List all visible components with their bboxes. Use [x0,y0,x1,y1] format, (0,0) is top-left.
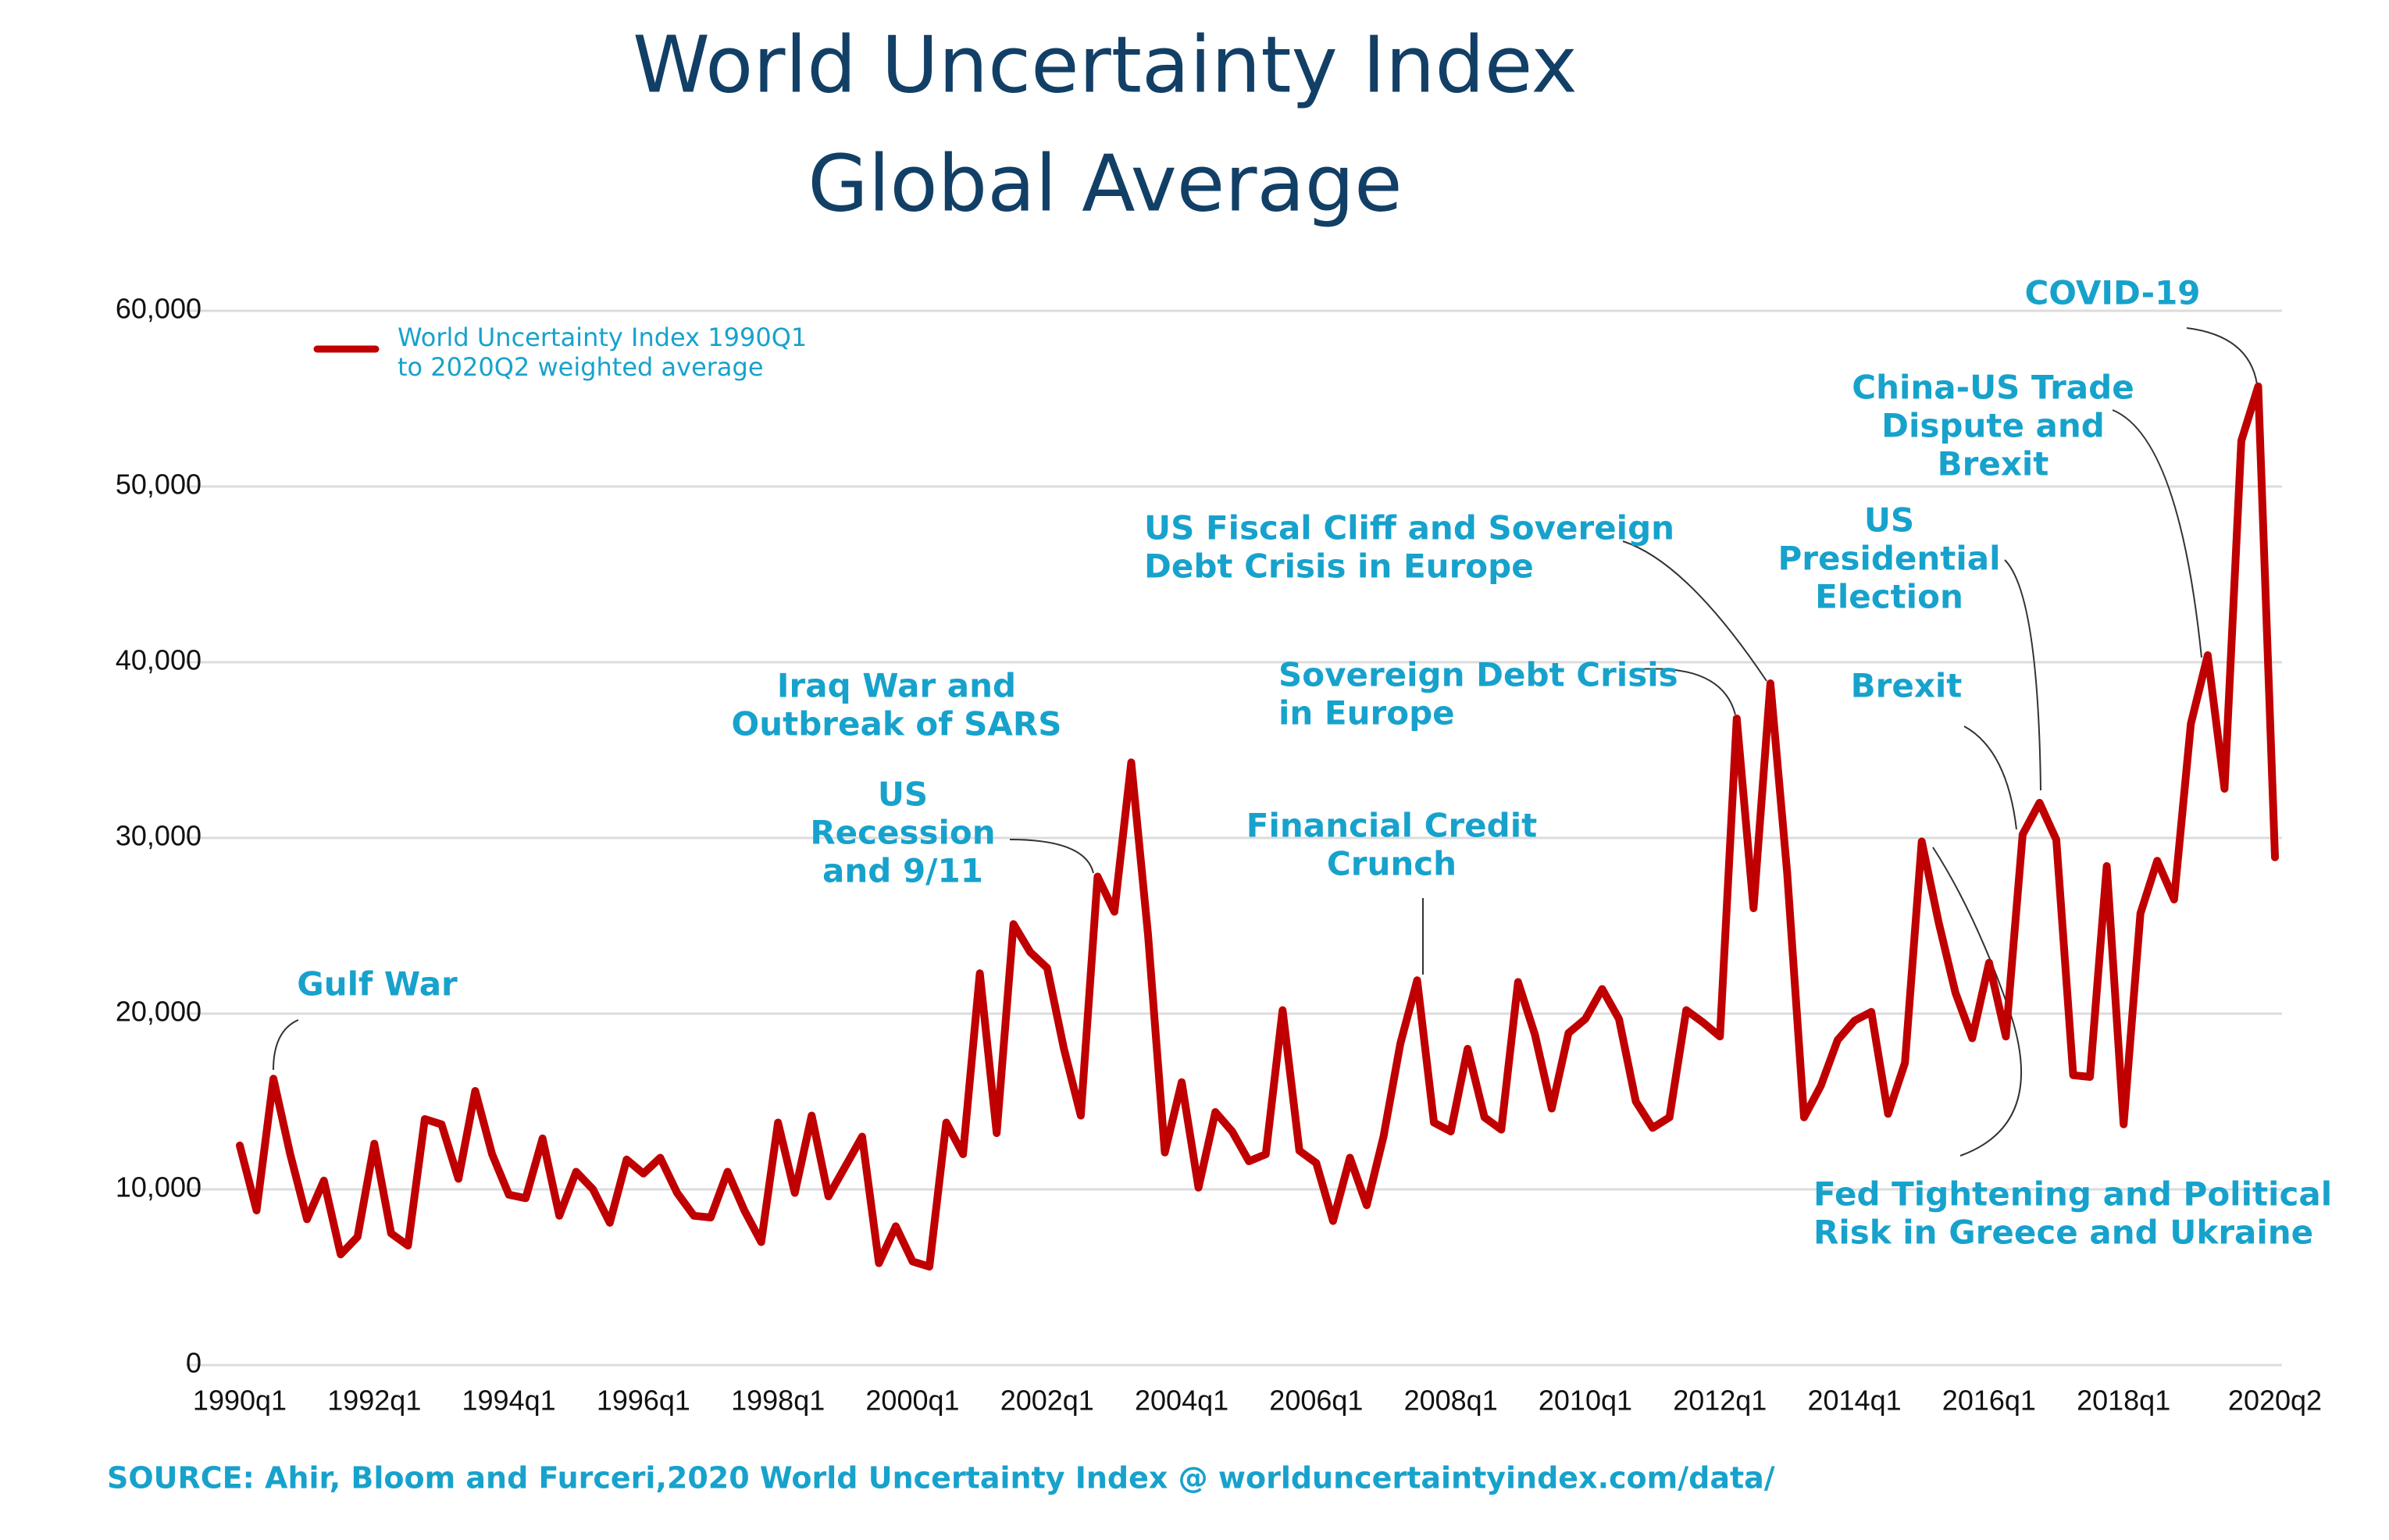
annotation: in Europe [1278,694,1455,733]
data-line [236,382,2279,1271]
annotation: Brexit [1938,445,2049,483]
x-tick-label: 2014q1 [1808,1385,1902,1417]
annotation: US Fiscal Cliff and Sovereign [1144,509,1674,547]
x-tick-label: 2000q1 [865,1385,959,1417]
y-tick-label: 30,000 [116,820,201,852]
legend-label: World Uncertainty Index 1990Q1 to 2020Q2 … [398,323,807,382]
y-tick-label: 20,000 [116,996,201,1028]
legend-label-line: to 2020Q2 weighted average [398,352,764,382]
annotation: Dispute and [1881,407,2105,445]
leader-line [2186,327,2258,385]
x-tick-label: 2002q1 [1000,1385,1094,1417]
leader-line [1622,540,1767,682]
x-tick-label: 1996q1 [597,1385,690,1417]
x-tick-label: 2020q2 [2228,1385,2322,1417]
x-tick-label: 1994q1 [462,1385,556,1417]
leader-line [1009,839,1094,874]
leader-line [2004,559,2041,791]
annotation: Iraq War and [777,667,1016,705]
leader-line [1963,725,2017,830]
x-tick-label: 2012q1 [1673,1385,1767,1417]
annotation: Crunch [1327,845,1457,883]
y-tick-label: 60,000 [116,293,201,325]
x-tick-label: 1990q1 [193,1385,287,1417]
x-tick-label: 2010q1 [1539,1385,1632,1417]
y-tick-label: 40,000 [116,644,201,676]
annotation: Presidential [1777,540,2000,578]
annotation: Financial Credit [1246,807,1537,845]
x-tick-label: 2008q1 [1404,1385,1498,1417]
y-tick-label: 50,000 [116,469,201,501]
x-tick-label: 1998q1 [731,1385,825,1417]
annotation: Sovereign Debt Crisis [1278,656,1678,694]
x-tick-label: 2004q1 [1135,1385,1228,1417]
annotation: Fed Tightening and Political [1813,1175,2332,1214]
x-tick-label: 2006q1 [1269,1385,1363,1417]
x-tick-label: 2016q1 [1942,1385,2036,1417]
annotation: Gulf War [297,965,458,1003]
annotation: Recession [810,814,995,852]
annotation: Outbreak of SARS [732,705,1062,743]
leader-line [2112,409,2202,658]
annotation: Brexit [1851,667,1963,705]
chart-title: World Uncertainty Index [633,19,1578,110]
y-tick-label: 10,000 [116,1171,201,1203]
annotation: Debt Crisis in Europe [1144,547,1534,586]
annotation: US [1864,501,1914,540]
x-tick-label: 1992q1 [327,1385,421,1417]
legend-label-line: World Uncertainty Index 1990Q1 [398,323,807,352]
annotation: and 9/11 [822,852,983,890]
leader-line [273,1019,299,1071]
leader-line [1638,668,1736,715]
annotation: China-US Trade [1852,369,2134,407]
annotation: US [878,775,928,814]
annotation: COVID-19 [2024,274,2200,312]
annotation: Risk in Greece and Ukraine [1813,1214,2313,1252]
chart-subtitle: Global Average [808,137,1402,229]
source-note: SOURCE: Ahir, Bloom and Furceri,2020 Wor… [107,1461,1775,1495]
annotation: Election [1815,578,1963,616]
x-tick-label: 2018q1 [2077,1385,2170,1417]
y-tick-label: 0 [186,1347,201,1379]
